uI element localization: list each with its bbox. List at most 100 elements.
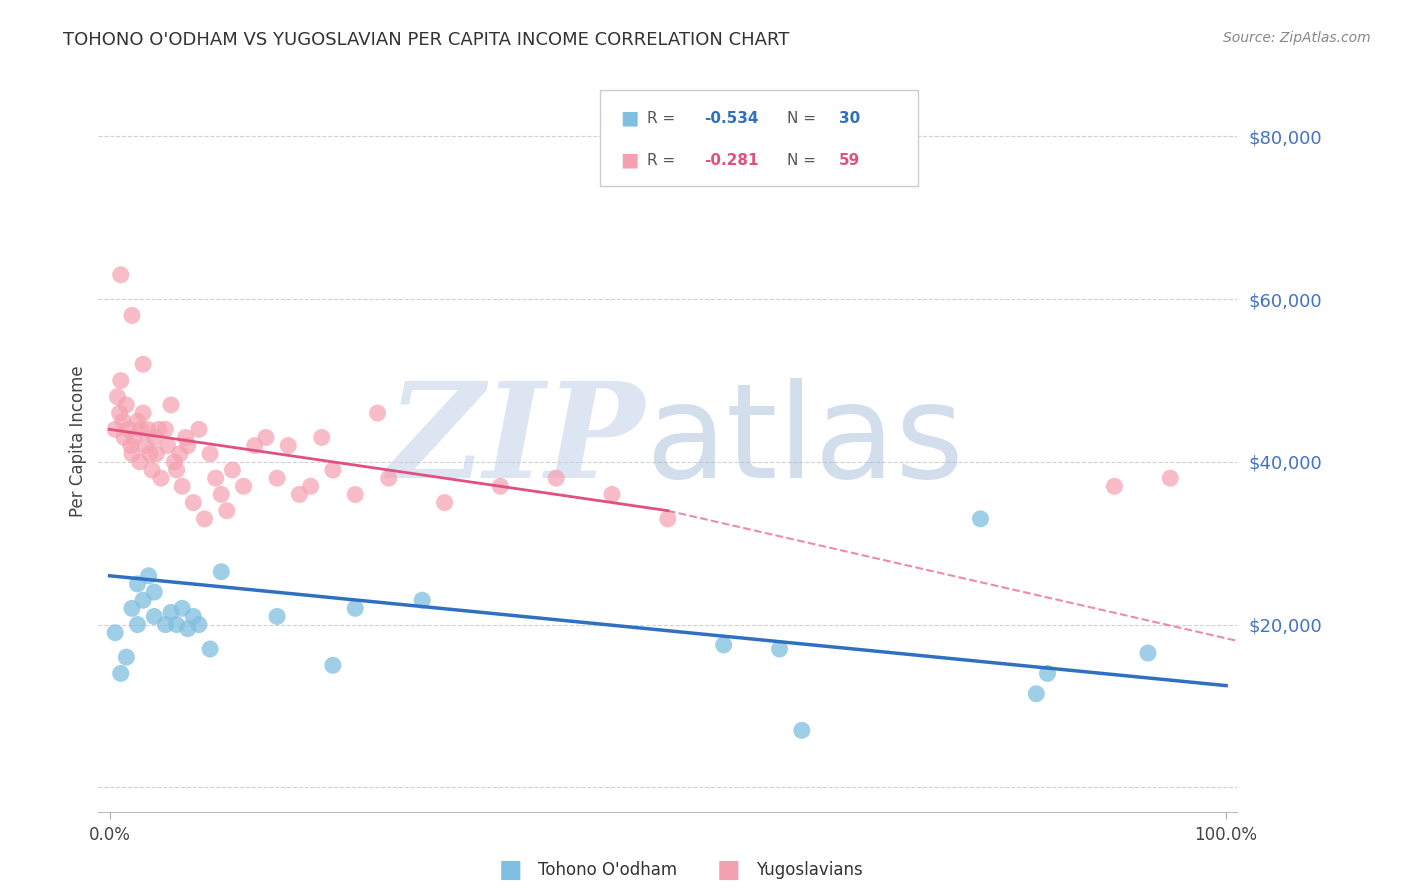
Text: Yugoslavians: Yugoslavians (756, 861, 863, 879)
Point (127, 577, 149, 591)
Point (127, 617, 149, 632)
Point (120, 439, 142, 453)
Text: N =: N = (787, 111, 821, 126)
Text: -0.534: -0.534 (704, 111, 759, 126)
Point (141, 463, 163, 477)
Point (183, 495, 205, 509)
Point (139, 447, 162, 461)
Point (377, 471, 399, 485)
Point (108, 406, 131, 420)
Point (790, 723, 813, 738)
Text: TOHONO O'ODHAM VS YUGOSLAVIAN PER CAPITA INCOME CORRELATION CHART: TOHONO O'ODHAM VS YUGOSLAVIAN PER CAPITA… (63, 31, 790, 49)
Point (136, 422, 159, 436)
Point (148, 422, 170, 436)
Point (107, 390, 129, 404)
Point (155, 617, 177, 632)
Point (187, 422, 209, 436)
Point (713, 638, 735, 652)
Point (1159, 471, 1181, 485)
Point (132, 406, 155, 420)
Text: ZIP: ZIP (388, 377, 645, 506)
Text: R =: R = (647, 153, 681, 168)
Point (344, 601, 367, 615)
Text: ■: ■ (620, 151, 638, 169)
Point (166, 463, 188, 477)
Point (254, 430, 277, 444)
Point (243, 439, 266, 453)
Point (160, 606, 183, 620)
Text: ■: ■ (620, 109, 638, 128)
Point (322, 658, 344, 673)
Text: atlas: atlas (645, 378, 965, 505)
Point (156, 439, 179, 453)
Point (115, 650, 138, 665)
Point (160, 398, 183, 412)
Point (183, 609, 205, 624)
Text: 59: 59 (839, 153, 860, 168)
Point (433, 495, 456, 509)
Point (132, 593, 155, 607)
Point (143, 585, 166, 599)
Point (1104, 479, 1126, 493)
Point (193, 512, 215, 526)
Point (266, 471, 288, 485)
Point (232, 479, 254, 493)
Point (657, 512, 679, 526)
Point (128, 455, 150, 469)
Point (209, 565, 232, 579)
Point (110, 666, 132, 681)
Point (600, 487, 623, 501)
Point (122, 430, 145, 444)
Point (117, 422, 139, 436)
Text: Source: ZipAtlas.com: Source: ZipAtlas.com (1223, 31, 1371, 45)
Point (127, 414, 149, 428)
Point (311, 430, 333, 444)
Point (145, 447, 167, 461)
Point (115, 398, 138, 412)
Point (172, 479, 194, 493)
Point (1025, 687, 1047, 701)
Point (163, 455, 186, 469)
Point (198, 642, 221, 657)
Point (111, 414, 134, 428)
Point (198, 447, 221, 461)
Point (104, 625, 127, 640)
Point (104, 422, 127, 436)
Point (209, 487, 232, 501)
Text: Tohono O'odham: Tohono O'odham (538, 861, 678, 879)
Point (110, 268, 132, 282)
Point (299, 479, 322, 493)
Point (121, 309, 143, 323)
Y-axis label: Per Capita Income: Per Capita Income (69, 366, 87, 517)
Point (143, 430, 166, 444)
Point (768, 642, 790, 657)
Point (121, 447, 143, 461)
Point (169, 447, 191, 461)
Point (1136, 646, 1159, 660)
Point (149, 471, 172, 485)
Point (174, 430, 197, 444)
Point (129, 422, 152, 436)
Point (411, 593, 433, 607)
Point (344, 487, 367, 501)
Point (1036, 666, 1059, 681)
Point (489, 479, 512, 493)
Point (166, 617, 188, 632)
Point (112, 430, 135, 444)
Point (143, 609, 166, 624)
FancyBboxPatch shape (599, 90, 918, 186)
Point (204, 471, 226, 485)
Text: -0.281: -0.281 (704, 153, 759, 168)
Point (221, 463, 243, 477)
Point (177, 439, 200, 453)
Point (177, 622, 200, 636)
Text: 30: 30 (839, 111, 860, 126)
Point (367, 406, 389, 420)
Point (134, 439, 156, 453)
Point (121, 601, 143, 615)
Point (288, 487, 311, 501)
Point (969, 512, 991, 526)
Point (132, 357, 155, 371)
Point (172, 601, 194, 615)
Point (110, 374, 132, 388)
